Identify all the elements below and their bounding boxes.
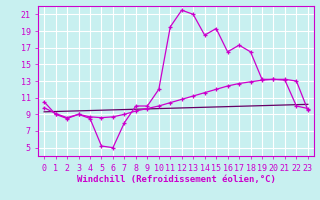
X-axis label: Windchill (Refroidissement éolien,°C): Windchill (Refroidissement éolien,°C)	[76, 175, 276, 184]
